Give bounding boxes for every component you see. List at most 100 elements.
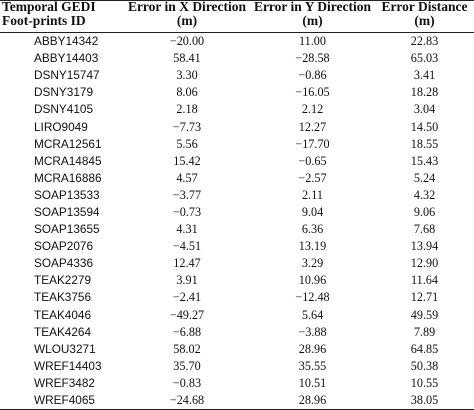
cell-error-x: 2.18 [176,102,198,117]
table-row: TEAK4046 −49.27 5.64 49.59 [0,307,474,324]
cell-error-y: −28.58 [295,51,330,66]
cell-error-distance: 10.55 [410,375,439,390]
cell-error-distance: 12.90 [410,256,439,271]
cell-error-y: 28.96 [250,391,375,410]
cell-error-distance: 22.83 [410,34,439,49]
cell-footprint-id: SOAP13655 [34,222,100,237]
header-footprint-id: Temporal GEDI Foot-prints ID [0,0,124,33]
cell-error-y: 35.55 [298,358,327,373]
table-row: TEAK2279 3.91 10.96 11.64 [0,272,474,289]
cell-footprint-id: ABBY14403 [34,51,99,66]
cell-error-x: 15.42 [173,153,201,168]
table-row: ABBY14342 −20.00 11.00 22.83 [0,33,474,51]
cell-error-distance: 64.85 [410,341,439,356]
table-row: DSNY4105 2.18 2.12 3.04 [0,101,474,118]
cell-error-distance: 12.71 [410,290,439,305]
cell-footprint-id: WREF4065 [0,391,124,410]
cell-error-x: −20.00 [169,34,205,49]
cell-error-x: −3.77 [172,187,202,202]
cell-error-distance: 49.59 [410,307,439,322]
cell-error-distance: 5.24 [413,170,436,185]
cell-footprint-id: MCRA12561 [34,136,102,151]
cell-error-y: 6.36 [301,222,324,237]
cell-footprint-id: ABBY14342 [34,34,99,49]
table-row: TEAK3756 −2.41 −12.48 12.71 [0,289,474,306]
cell-error-x: −6.88 [172,324,202,339]
table-row: SOAP13655 4.31 6.36 7.68 [0,221,474,238]
cell-error-y: 10.96 [298,273,327,288]
header-error-x: Error in X Direction (m) [124,0,250,33]
cell-footprint-id: WREF14403 [34,358,102,373]
cell-error-distance: 11.64 [411,273,438,288]
cell-footprint-id: WLOU3271 [34,341,96,356]
cell-error-y: −16.05 [295,85,330,100]
cell-error-y: −0.65 [298,153,327,168]
header-error-distance: Error Distance (m) [375,0,474,33]
cell-error-x: 35.70 [173,358,201,373]
cell-error-x: 4.31 [176,222,198,237]
cell-error-distance: 13.94 [410,239,439,254]
table-row: WREF3482 −0.83 10.51 10.55 [0,375,474,392]
header-error-y: Error in Y Direction (m) [250,0,375,33]
cell-error-x: 3.30 [176,68,198,83]
cell-footprint-id: MCRA14845 [34,153,102,168]
cell-footprint-id: TEAK4264 [34,324,92,339]
cell-footprint-id: DSNY3179 [34,85,94,100]
cell-error-distance: 4.32 [413,187,436,202]
cell-error-distance: 3.04 [413,102,436,117]
table-row: SOAP4336 12.47 3.29 12.90 [0,255,474,272]
cell-footprint-id: TEAK2279 [34,273,92,288]
table-header-row: Temporal GEDI Foot-prints ID Error in X … [0,0,474,33]
cell-error-x: 58.41 [173,51,201,66]
table-row: ABBY14403 58.41 −28.58 65.03 [0,50,474,67]
cell-error-y: 13.19 [298,239,327,254]
cell-footprint-id: TEAK4046 [34,307,92,322]
table-row: SOAP13533 −3.77 2.11 4.32 [0,187,474,204]
cell-error-x: −24.68 [124,391,250,410]
table-row: SOAP13594 −0.73 9.04 9.06 [0,204,474,221]
cell-error-distance: 50.38 [410,358,439,373]
cell-error-y: 2.11 [302,187,323,202]
cell-footprint-id: SOAP2076 [34,239,94,254]
cell-footprint-id: WREF3482 [34,375,95,390]
cell-error-y: 28.96 [298,341,327,356]
cell-error-x: 58.02 [173,341,201,356]
table-row: WREF14403 35.70 35.55 50.38 [0,358,474,375]
cell-footprint-id: MCRA16886 [34,170,102,185]
cell-error-y: 5.64 [301,307,324,322]
table-row: MCRA14845 15.42 −0.65 15.43 [0,153,474,170]
cell-footprint-id: TEAK3756 [34,290,92,305]
cell-error-distance: 7.68 [413,222,436,237]
cell-footprint-id: SOAP13594 [34,204,100,219]
cell-footprint-id: SOAP13533 [34,187,100,202]
table-row: TEAK4264 −6.88 −3.88 7.89 [0,324,474,341]
cell-footprint-id: DSNY4105 [34,102,94,117]
cell-error-distance: 38.05 [375,391,474,410]
table-row: WREF4065 −24.68 28.96 38.05 [0,391,474,410]
cell-error-distance: 65.03 [410,51,439,66]
cell-error-distance: 14.50 [410,119,439,134]
cell-error-x: 3.91 [176,273,198,288]
cell-error-y: 10.51 [298,375,327,390]
cell-error-y: 12.27 [298,119,327,134]
table-row: WLOU3271 58.02 28.96 64.85 [0,341,474,358]
cell-error-distance: 7.89 [413,324,436,339]
cell-error-y: 9.04 [301,204,324,219]
cell-error-distance: 18.55 [410,136,439,151]
cell-error-x: −0.83 [172,375,202,390]
table-row: MCRA12561 5.56 −17.70 18.55 [0,136,474,153]
cell-error-distance: 15.43 [410,153,439,168]
cell-error-distance: 3.41 [413,68,436,83]
cell-error-x: 5.56 [176,136,198,151]
cell-error-x: −7.73 [172,119,202,134]
cell-error-y: −12.48 [295,290,330,305]
cell-error-x: −49.27 [169,307,205,322]
cell-error-x: −0.73 [172,204,202,219]
table-row: LIRO9049 −7.73 12.27 14.50 [0,118,474,135]
cell-error-y: 11.00 [299,34,326,49]
table-row: DSNY15747 3.30 −0.86 3.41 [0,67,474,84]
cell-error-y: 2.12 [301,102,324,117]
table-row: SOAP2076 −4.51 13.19 13.94 [0,238,474,255]
cell-error-y: −0.86 [298,68,327,83]
